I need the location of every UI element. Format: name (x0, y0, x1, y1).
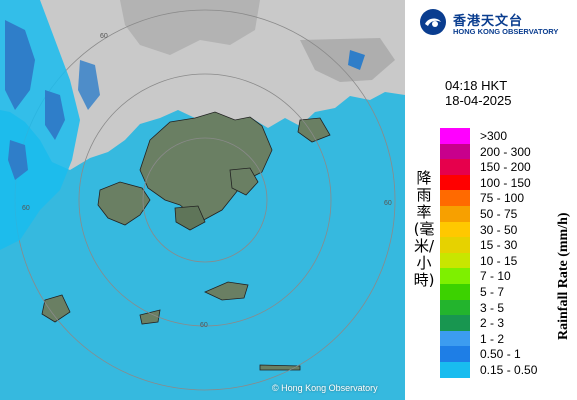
legend-row: 7 - 10 (440, 268, 575, 284)
legend-title-english: Rainfall Rate (mm/h) (556, 212, 571, 340)
range-label: 60 (200, 322, 208, 329)
timestamp-time: 04:18 HKT (445, 78, 508, 93)
legend-title-chinese: 降雨率(毫米/小時) (413, 169, 435, 289)
range-label: 60 (100, 33, 108, 40)
hong-kong-landmass (139, 111, 273, 223)
legend-label: 7 - 10 (480, 269, 511, 284)
range-ring-middle (78, 73, 332, 327)
legend-swatch (440, 315, 470, 331)
cloud-band (120, 0, 260, 55)
rain-echo-core-3 (8, 140, 28, 180)
legend-swatch (440, 205, 470, 222)
rain-echoes (0, 0, 365, 250)
island-west (41, 294, 71, 323)
legend-panel: 香港天文台 HONG KONG OBSERVATORY 04:18 HKT 18… (405, 0, 577, 400)
legend-row: 2 - 3 (440, 315, 575, 331)
legend-row: 5 - 7 (440, 283, 575, 300)
legend-swatch (440, 174, 470, 191)
legend-row: 75 - 100 (440, 190, 575, 206)
sai-kung (229, 167, 259, 196)
legend-swatch (440, 252, 470, 269)
legend-row: 150 - 200 (440, 159, 575, 175)
legend-row: 100 - 150 (440, 174, 575, 191)
legend-label: 50 - 75 (480, 206, 518, 221)
radar-map: 60 60 60 60 © Hong Kong Observatory (0, 0, 405, 400)
legend-swatch (440, 330, 470, 347)
legend-label: 3 - 5 (480, 300, 505, 315)
legend-swatch (440, 283, 470, 300)
legend-label: 10 - 15 (480, 253, 518, 268)
rain-echo-core-4 (78, 60, 100, 110)
legend-row: 15 - 30 (440, 237, 575, 253)
legend-label: 0.15 - 0.50 (480, 362, 538, 377)
radar-map-svg: 60 60 60 60 (0, 0, 405, 400)
legend-label: 15 - 30 (480, 238, 518, 253)
logo-english-text: HONG KONG OBSERVATORY (453, 27, 559, 36)
legend-label: 1 - 2 (480, 331, 505, 346)
legend-swatch (440, 190, 470, 206)
legend-label: 0.50 - 1 (480, 347, 521, 362)
cloud-band-east (300, 38, 395, 82)
legend-swatch (440, 143, 470, 160)
logo-chinese-text: 香港天文台 (453, 14, 524, 29)
legend-label: 150 - 200 (480, 160, 531, 175)
rainfall-legend: >300 200 - 300 150 - 200 100 - 150 75 - 100 5… (440, 128, 575, 378)
legend-row: 200 - 300 (440, 143, 575, 160)
legend-row: 0.15 - 0.50 (440, 361, 575, 378)
island-east (297, 117, 331, 143)
lantau-island (97, 181, 151, 226)
legend-swatch (440, 128, 470, 144)
legend-swatch (440, 346, 470, 362)
hk-island (174, 205, 206, 231)
timestamp: 04:18 HKT 18-04-2025 (445, 78, 512, 108)
copyright-notice: © Hong Kong Observatory (272, 383, 378, 393)
legend-swatch (440, 299, 470, 316)
island-south (204, 281, 249, 301)
legend-swatch (440, 221, 470, 238)
legend-swatch (440, 361, 470, 378)
legend-label: 2 - 3 (480, 316, 505, 331)
legend-row: 30 - 50 (440, 221, 575, 238)
legend-row: >300 (440, 128, 575, 144)
legend-label: 75 - 100 (480, 191, 525, 206)
island-sw (139, 309, 161, 325)
legend-label: 100 - 150 (480, 175, 531, 190)
island-far-south (259, 364, 301, 371)
legend-swatch (440, 159, 470, 175)
hko-logo: 香港天文台 HONG KONG OBSERVATORY (413, 6, 577, 40)
legend-row: 50 - 75 (440, 205, 575, 222)
legend-swatch (440, 268, 470, 284)
legend-row: 1 - 2 (440, 330, 575, 347)
legend-row: 3 - 5 (440, 299, 575, 316)
legend-row: 0.50 - 1 (440, 346, 575, 362)
legend-label: >300 (480, 129, 508, 143)
range-label: 60 (22, 205, 30, 212)
rain-echo-core-1 (5, 20, 35, 110)
range-ring-inner (142, 137, 268, 263)
range-label: 60 (384, 200, 392, 207)
rain-echo-core-2 (45, 90, 65, 140)
rain-echo-ne (348, 50, 365, 70)
legend-label: 200 - 300 (480, 144, 531, 159)
legend-swatch (440, 237, 470, 253)
hko-emblem-icon (420, 9, 446, 35)
legend-label: 5 - 7 (480, 284, 505, 299)
legend-row: 10 - 15 (440, 252, 575, 269)
timestamp-date: 18-04-2025 (445, 93, 512, 108)
legend-label: 30 - 50 (480, 222, 518, 237)
